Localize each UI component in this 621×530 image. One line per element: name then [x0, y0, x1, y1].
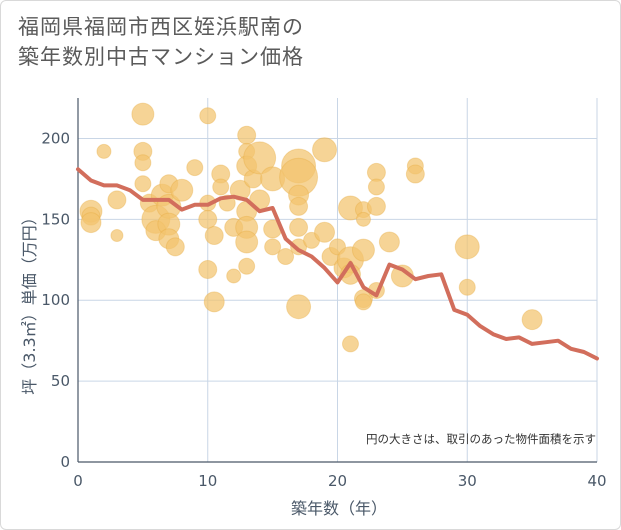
axis-ticks: 0 10 20 30 40 0 50 100 150 200: [41, 129, 606, 490]
price-bubble: [110, 229, 124, 243]
price-bubble: [237, 125, 257, 145]
price-bubble: [243, 141, 277, 175]
price-bubble: [341, 335, 359, 353]
chart-title-line-1: 福岡県福岡市西区姪浜駅南の: [18, 15, 304, 39]
price-bubble: [289, 196, 309, 216]
price-bubble: [107, 190, 127, 210]
price-bubble: [405, 164, 425, 184]
bubble-size-note: 円の大きさは、取引のあった物件面積を示す: [366, 432, 596, 446]
x-tick-label: 30: [458, 472, 477, 490]
price-bubble: [286, 294, 312, 320]
price-bubble: [238, 257, 256, 275]
price-bubble: [198, 259, 218, 279]
price-bubble: [312, 137, 338, 163]
x-tick-label: 0: [73, 472, 83, 490]
price-bubble: [354, 293, 372, 311]
price-bubble: [199, 107, 217, 125]
y-tick-label: 50: [51, 372, 70, 390]
price-bubble: [289, 217, 309, 237]
y-tick-label: 150: [41, 210, 70, 228]
price-bubble: [235, 230, 259, 254]
chart-title-line-2: 築年数別中古マンション価格: [18, 45, 304, 69]
price-bubble: [204, 226, 224, 246]
price-bubble: [226, 268, 242, 284]
price-bubble: [198, 209, 218, 229]
price-bubble: [80, 212, 102, 234]
x-axis-label: 築年数（年）: [291, 499, 387, 518]
price-bubble: [367, 178, 385, 196]
y-axis-label: 坪（3.3㎡）単価（万円）: [20, 209, 39, 394]
average-price-line: [76, 167, 599, 361]
price-bubble: [277, 248, 295, 266]
price-bubble: [203, 291, 225, 313]
price-bubble: [264, 238, 282, 256]
chart-title: 福岡県福岡市西区姪浜駅南の 築年数別中古マンション価格: [18, 12, 304, 72]
price-bubble: [351, 238, 375, 262]
price-bubble: [458, 278, 476, 296]
x-tick-label: 40: [587, 472, 606, 490]
bubble-layer: [79, 102, 543, 353]
price-bubble: [521, 309, 543, 331]
price-bubble: [170, 178, 194, 202]
y-tick-label: 100: [41, 291, 70, 309]
y-tick-label: 0: [60, 453, 70, 471]
price-bubble: [212, 178, 230, 196]
price-bubble: [454, 234, 480, 260]
price-bubble: [186, 159, 204, 177]
price-bubble: [165, 237, 185, 257]
price-bubble: [131, 102, 155, 126]
price-bubble: [378, 231, 400, 253]
price-bubble: [134, 175, 152, 193]
price-bubble: [355, 211, 371, 227]
x-tick-label: 10: [198, 472, 217, 490]
price-bubble: [314, 221, 336, 243]
y-tick-label: 200: [41, 129, 70, 147]
x-tick-label: 20: [328, 472, 347, 490]
price-bubble: [134, 154, 152, 172]
price-bubble: [96, 143, 112, 159]
price-bubble: [366, 196, 386, 216]
